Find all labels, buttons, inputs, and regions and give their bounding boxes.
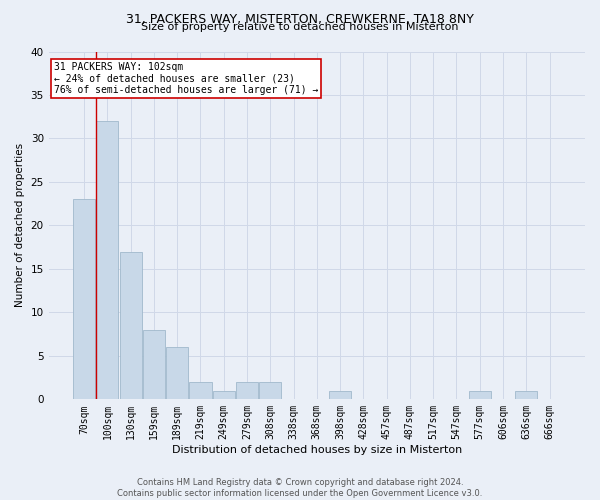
Bar: [329, 390, 351, 400]
Bar: [469, 390, 491, 400]
Text: Size of property relative to detached houses in Misterton: Size of property relative to detached ho…: [141, 22, 459, 32]
Bar: [190, 382, 212, 400]
Y-axis label: Number of detached properties: Number of detached properties: [15, 144, 25, 308]
Bar: [143, 330, 165, 400]
Bar: [166, 347, 188, 400]
Bar: [73, 200, 95, 400]
Text: 31, PACKERS WAY, MISTERTON, CREWKERNE, TA18 8NY: 31, PACKERS WAY, MISTERTON, CREWKERNE, T…: [126, 12, 474, 26]
Bar: [119, 252, 142, 400]
Bar: [97, 121, 118, 400]
X-axis label: Distribution of detached houses by size in Misterton: Distribution of detached houses by size …: [172, 445, 462, 455]
Bar: [236, 382, 258, 400]
Text: 31 PACKERS WAY: 102sqm
← 24% of detached houses are smaller (23)
76% of semi-det: 31 PACKERS WAY: 102sqm ← 24% of detached…: [54, 62, 319, 95]
Bar: [259, 382, 281, 400]
Bar: [515, 390, 538, 400]
Bar: [212, 390, 235, 400]
Text: Contains HM Land Registry data © Crown copyright and database right 2024.
Contai: Contains HM Land Registry data © Crown c…: [118, 478, 482, 498]
